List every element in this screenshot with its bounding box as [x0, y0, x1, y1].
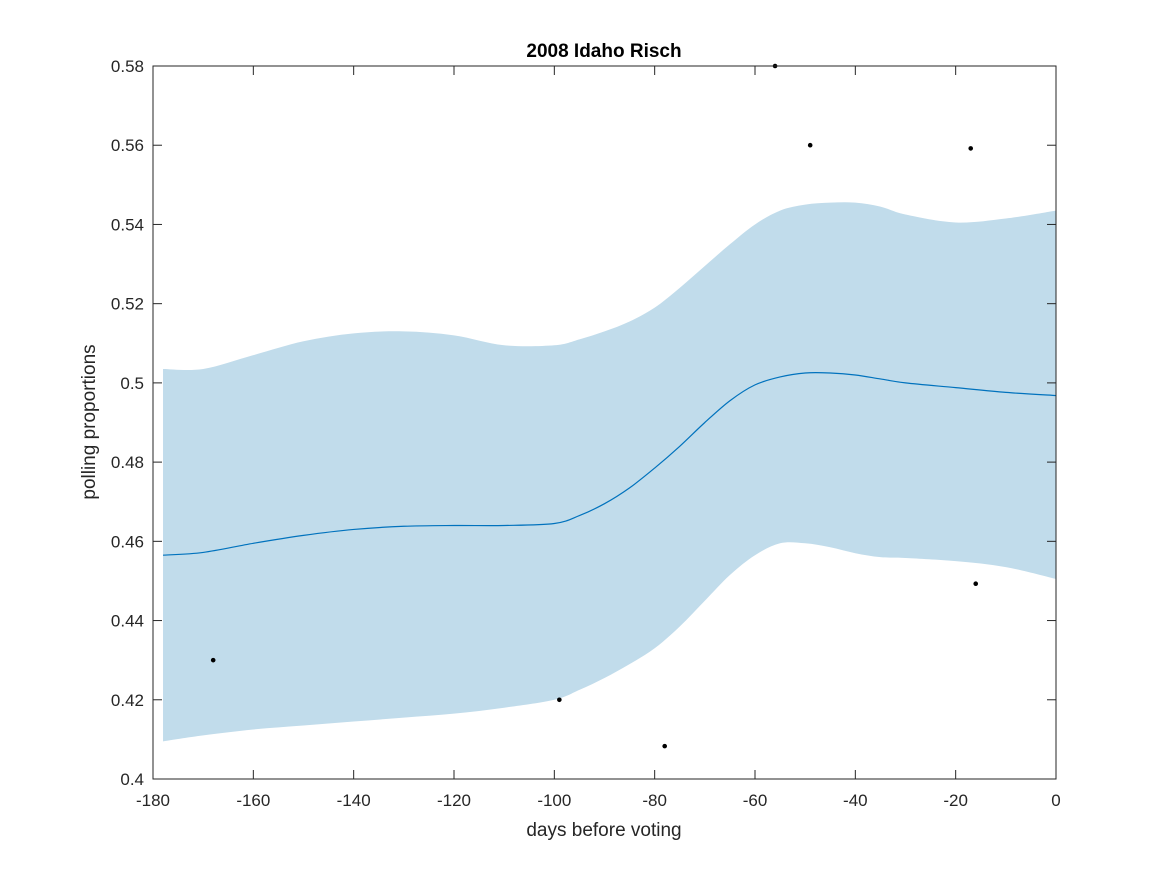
x-tick-label: -140: [337, 791, 371, 810]
y-tick-label: 0.48: [111, 453, 144, 472]
y-tick-label: 0.52: [111, 295, 144, 314]
data-point: [968, 146, 974, 151]
x-axis-label: days before voting: [526, 820, 681, 841]
x-tick-label: -120: [437, 791, 471, 810]
chart-title: 2008 Idaho Risch: [526, 41, 681, 62]
y-tick-label: 0.42: [111, 691, 144, 710]
y-tick-label: 0.46: [111, 532, 144, 551]
axes-box: [152, 65, 1057, 780]
y-axis: 0.4 0.42 0.44 0.46 0.48 0.5 0.52 0.54 0.56 0.58: [111, 57, 1056, 789]
x-tick-label: -80: [642, 791, 667, 810]
data-point: [662, 743, 667, 749]
plot-area: [152, 63, 1057, 780]
x-tick-label: -60: [743, 791, 768, 810]
mean-line: [162, 372, 1057, 556]
data-point: [807, 142, 813, 148]
y-tick-label: 0.56: [111, 136, 144, 155]
y-tick-label: 0.44: [111, 612, 144, 631]
x-tick-label: -180: [136, 791, 170, 810]
x-axis: -180 -160 -140 -120 -100 -80 -60 -40 -20 0: [136, 66, 1061, 810]
x-tick-label: -40: [843, 791, 868, 810]
y-tick-label: 0.4: [120, 770, 144, 789]
y-tick-label: 0.58: [111, 57, 144, 76]
y-axis-label: polling proportions: [79, 344, 100, 499]
x-tick-label: 0: [1051, 791, 1060, 810]
x-tick-label: -160: [236, 791, 270, 810]
data-point: [210, 657, 216, 663]
data-point: [557, 697, 562, 703]
confidence-band: [163, 202, 1056, 742]
x-tick-label: -100: [537, 791, 571, 810]
data-point: [973, 581, 979, 587]
x-tick-label: -20: [943, 791, 968, 810]
y-tick-label: 0.54: [111, 215, 144, 234]
y-tick-label: 0.5: [120, 374, 144, 393]
